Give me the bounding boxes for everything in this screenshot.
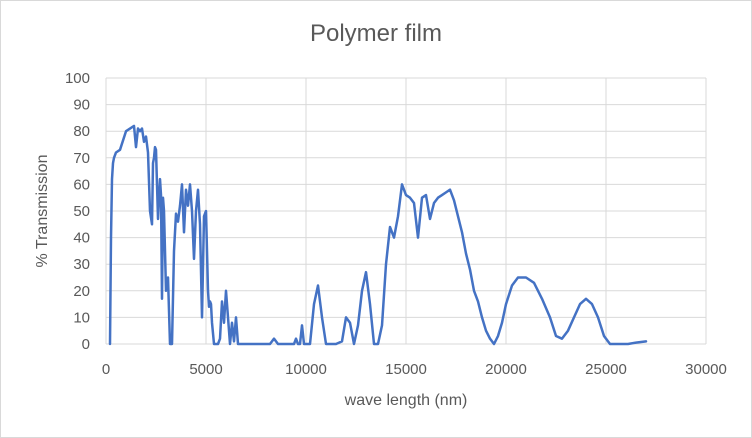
y-axis-label: % Transmission <box>34 155 51 268</box>
y-tick-label: 30 <box>73 256 90 273</box>
x-tick-label: 15000 <box>385 361 427 378</box>
x-tick-label: 0 <box>102 361 110 378</box>
y-tick-label: 10 <box>73 309 90 326</box>
y-tick-label: 50 <box>73 203 90 220</box>
x-tick-label: 5000 <box>189 361 222 378</box>
y-tick-label: 20 <box>73 283 90 300</box>
x-tick-label: 10000 <box>285 361 327 378</box>
series-group <box>108 124 648 346</box>
y-tick-label: 40 <box>73 230 90 247</box>
y-tick-label: 100 <box>65 70 90 87</box>
chart-title: Polymer film <box>309 20 442 47</box>
y-tick-label: 0 <box>82 336 90 353</box>
y-tick-label: 70 <box>73 150 90 167</box>
y-tick-label: 60 <box>73 176 90 193</box>
x-axis-label: wave length (nm) <box>344 392 468 409</box>
x-tick-label: 30000 <box>685 361 727 378</box>
y-tick-label: 90 <box>73 97 90 114</box>
x-tick-label: 20000 <box>485 361 527 378</box>
series-line <box>108 124 648 346</box>
y-tick-label: 80 <box>73 123 90 140</box>
x-tick-label: 25000 <box>585 361 627 378</box>
y-tick-labels: 0 10 20 30 40 50 60 70 80 90 100 <box>65 70 90 353</box>
x-tick-labels: 0 5000 10000 15000 20000 25000 30000 <box>102 361 727 378</box>
